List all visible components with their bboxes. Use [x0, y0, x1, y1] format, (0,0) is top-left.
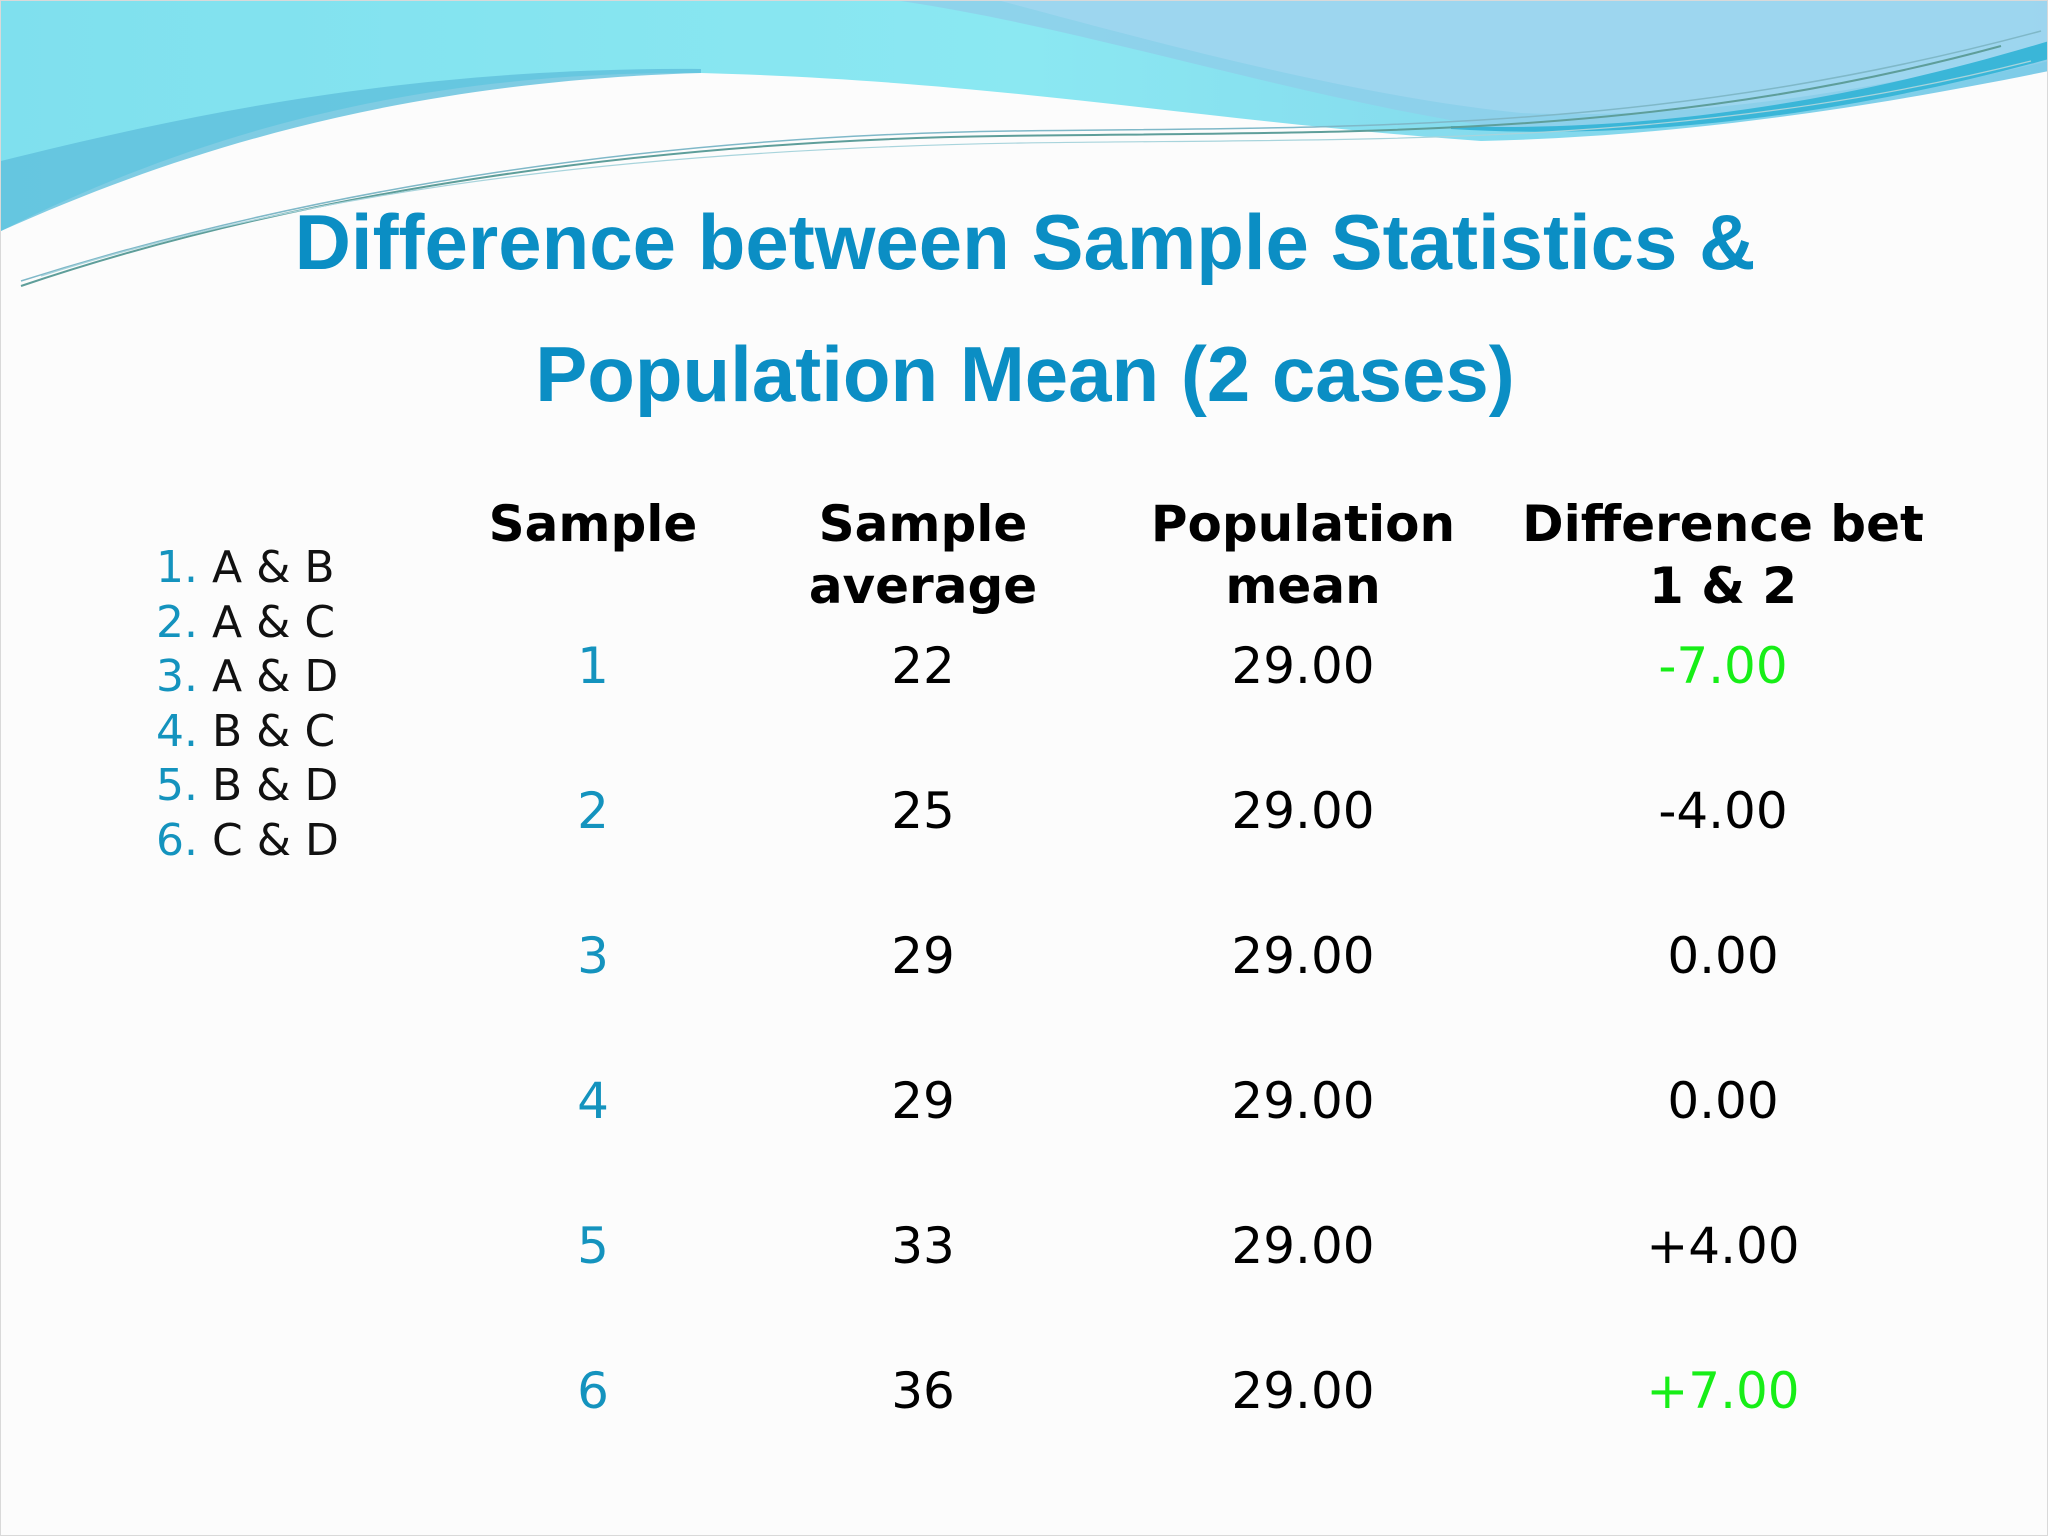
header-line: Sample	[488, 495, 698, 553]
list-item-number: 5.	[156, 760, 198, 811]
header-sample: Sample	[473, 493, 713, 555]
cell-population-mean: 29.00	[1231, 1362, 1375, 1420]
cell-difference: +7.00	[1646, 1362, 1800, 1420]
cell-sample: 4	[577, 1072, 609, 1130]
cell-difference: -4.00	[1658, 782, 1788, 840]
list-item: 6. C & D	[156, 814, 339, 869]
slide-title: Difference between Sample Statistics & P…	[1, 176, 2047, 440]
cell-sample: 2	[577, 782, 609, 840]
slide-title-line-2: Population Mean (2 cases)	[535, 330, 1515, 418]
cell-difference: -7.00	[1658, 637, 1788, 695]
list-item-number: 6.	[156, 814, 198, 866]
cell-population-mean: 29.00	[1231, 1072, 1375, 1130]
cell-population-mean: 29.00	[1231, 1217, 1375, 1275]
list-item: 2. A & C	[156, 596, 339, 651]
cell-sample: 6	[577, 1362, 609, 1420]
header-line: Population	[1150, 495, 1456, 553]
header-difference: Difference bet 1 & 2	[1488, 493, 1958, 617]
list-item-label: A & B	[211, 542, 335, 593]
list-item-label: C & D	[211, 814, 339, 866]
header-population-mean: Population mean	[1128, 493, 1478, 617]
list-item-number: 2.	[156, 596, 198, 648]
list-item: 5. B & D	[156, 759, 339, 814]
list-item: 4. B & C	[156, 705, 339, 760]
header-line: Difference bet	[1522, 495, 1924, 553]
cell-difference: +4.00	[1646, 1217, 1800, 1275]
cell-sample: 1	[577, 637, 609, 695]
list-item-number: 1.	[156, 542, 198, 593]
list-item-number: 3.	[156, 651, 198, 702]
cell-sample-average: 25	[891, 782, 955, 840]
header-sample-average: Sample average	[783, 493, 1063, 617]
cell-sample-average: 29	[891, 927, 955, 985]
cell-population-mean: 29.00	[1231, 637, 1375, 695]
header-line: Sample	[818, 495, 1028, 553]
list-item-label: B & D	[211, 760, 339, 811]
header-wave-decoration	[1, 1, 2047, 287]
header-line: 1 & 2	[1649, 557, 1797, 615]
cell-population-mean: 29.00	[1231, 782, 1375, 840]
list-item-label: B & C	[211, 705, 336, 757]
cell-sample-average: 29	[891, 1072, 955, 1130]
header-line: average	[808, 557, 1038, 615]
cell-population-mean: 29.00	[1231, 927, 1375, 985]
list-item-label: A & D	[211, 651, 339, 702]
cell-sample: 3	[577, 927, 609, 985]
cell-sample-average: 33	[891, 1217, 955, 1275]
cell-sample-average: 36	[891, 1362, 955, 1420]
list-item-number: 4.	[156, 705, 198, 757]
slide-title-line-1: Difference between Sample Statistics &	[294, 198, 1756, 286]
list-item-label: A & C	[211, 596, 336, 648]
pair-list: 1. A & B 2. A & C 3. A & D 4. B & C 5. B…	[156, 541, 339, 868]
cell-difference: 0.00	[1667, 1072, 1779, 1130]
cell-sample: 5	[577, 1217, 609, 1275]
cell-sample-average: 22	[891, 637, 955, 695]
list-item: 1. A & B	[156, 541, 339, 596]
list-item: 3. A & D	[156, 650, 339, 705]
cell-difference: 0.00	[1667, 927, 1779, 985]
header-line: mean	[1225, 557, 1381, 615]
